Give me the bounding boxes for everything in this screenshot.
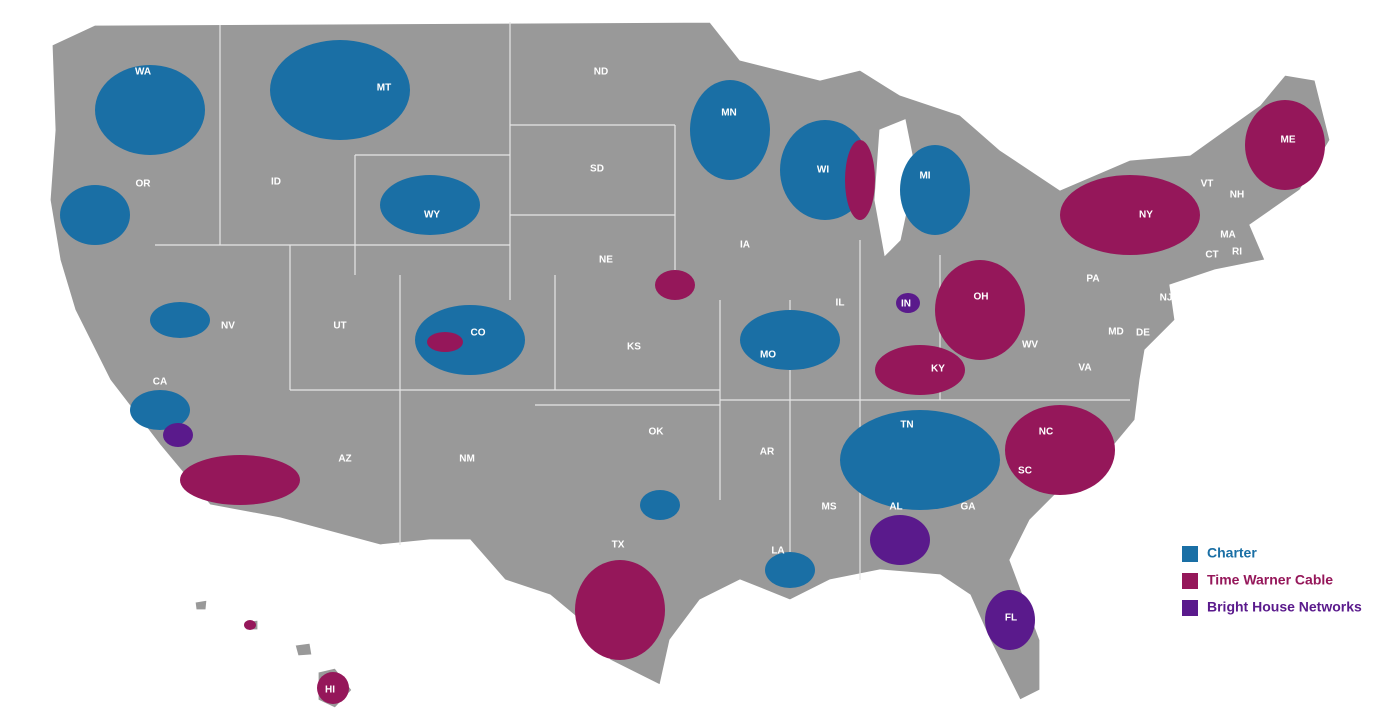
state-label: UT: [333, 321, 346, 332]
charter-area: [150, 302, 210, 338]
hawaii-kauai: [194, 599, 208, 611]
legend-swatch: [1182, 600, 1198, 616]
charter-area: [60, 185, 130, 245]
legend: Charter Time Warner Cable Bright House Net…: [1182, 545, 1362, 616]
state-label: AR: [760, 447, 775, 458]
state-label: VT: [1201, 179, 1214, 190]
state-label: ID: [271, 177, 281, 188]
state-label: RI: [1232, 247, 1242, 258]
state-label: LA: [771, 546, 784, 557]
charter-area: [380, 175, 480, 235]
charter-area: [840, 410, 1000, 510]
state-label: IL: [836, 298, 845, 309]
state-label: MA: [1220, 230, 1236, 241]
state-label: NJ: [1160, 293, 1173, 304]
charter-area: [415, 305, 525, 375]
state-label: WA: [135, 67, 151, 78]
bhn-area: [985, 590, 1035, 650]
hawaii-maui: [294, 642, 313, 657]
state-label: OR: [136, 179, 152, 190]
twc-area: [845, 140, 875, 220]
state-labels: WA OR CA NV ID MT WY UT AZ CO NM ND SD N…: [135, 67, 1296, 696]
charter-area: [900, 145, 970, 235]
charter-area: [740, 310, 840, 370]
state-label: SD: [590, 164, 604, 175]
state-label: IA: [740, 240, 750, 251]
state-label: IN: [901, 299, 911, 310]
state-label: MD: [1108, 327, 1124, 338]
charter-area: [690, 80, 770, 180]
charter-area: [130, 390, 190, 430]
legend-swatch: [1182, 573, 1198, 589]
bhn-area: [163, 423, 193, 447]
legend-label: Time Warner Cable: [1207, 572, 1333, 588]
charter-area: [640, 490, 680, 520]
state-label: CO: [471, 328, 486, 339]
state-label: CA: [153, 377, 167, 388]
state-label: OH: [974, 292, 989, 303]
state-label: HI: [325, 685, 335, 696]
state-label: DE: [1136, 328, 1150, 339]
state-label: TN: [900, 420, 913, 431]
state-label: MO: [760, 350, 776, 361]
contiguous-us: [49, 21, 1331, 701]
land: [49, 21, 1331, 709]
legend-swatch: [1182, 546, 1198, 562]
state-label: NV: [221, 321, 235, 332]
state-label: PA: [1086, 274, 1099, 285]
twc-area: [935, 260, 1025, 360]
state-label: ME: [1281, 135, 1296, 146]
twc-area: [575, 560, 665, 660]
state-label: WV: [1022, 340, 1038, 351]
state-label: NC: [1039, 427, 1053, 438]
state-label: NH: [1230, 190, 1244, 201]
twc-area: [427, 332, 463, 352]
bhn-area: [896, 293, 920, 313]
state-label: MT: [377, 83, 391, 94]
bhn-area: [870, 515, 930, 565]
twc-area: [1005, 405, 1115, 495]
state-label: ND: [594, 67, 608, 78]
charter-area: [270, 40, 410, 140]
charter-area: [765, 552, 815, 588]
state-label: NM: [459, 454, 475, 465]
state-label: CT: [1205, 250, 1218, 261]
state-label: NY: [1139, 210, 1153, 221]
state-label: WI: [817, 165, 829, 176]
twc-area: [1245, 100, 1325, 190]
twc-area: [317, 672, 349, 704]
state-label: AZ: [338, 454, 351, 465]
state-label: SC: [1018, 466, 1032, 477]
state-label: MS: [822, 502, 837, 513]
state-label: VA: [1078, 363, 1091, 374]
coverage-areas: [60, 40, 1325, 704]
charter-area: [95, 65, 205, 155]
legend-label: Charter: [1207, 545, 1257, 561]
twc-area: [244, 620, 256, 630]
twc-area: [655, 270, 695, 300]
state-label: KS: [627, 342, 641, 353]
state-label: OK: [649, 427, 665, 438]
state-label: MN: [721, 108, 737, 119]
state-label: FL: [1005, 613, 1017, 624]
lake-michigan: [874, 119, 916, 257]
twc-area: [1060, 175, 1200, 255]
twc-area: [875, 345, 965, 395]
state-label: TX: [612, 540, 625, 551]
state-label: AL: [889, 502, 902, 513]
state-label: MI: [919, 171, 930, 182]
state-label: WY: [424, 210, 440, 221]
state-label: KY: [931, 364, 945, 375]
state-label: GA: [961, 502, 976, 513]
legend-label: Bright House Networks: [1207, 599, 1362, 615]
state-label: NE: [599, 255, 613, 266]
twc-area: [180, 455, 300, 505]
